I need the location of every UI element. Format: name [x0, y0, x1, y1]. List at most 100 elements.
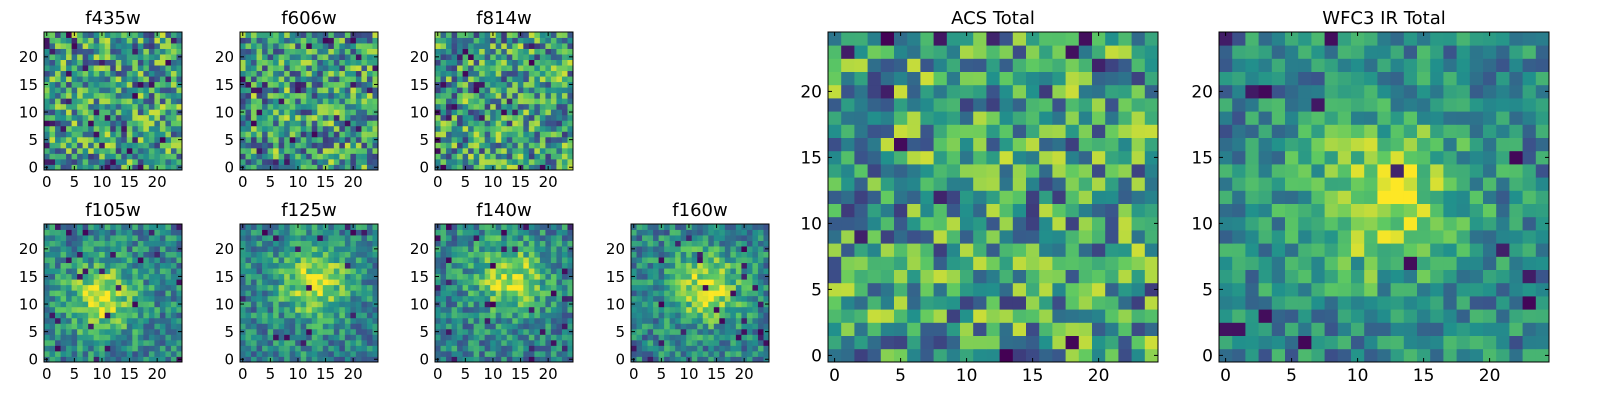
heatmap-cell [284, 76, 291, 83]
heatmap-cell [284, 109, 291, 116]
heatmap-cell [730, 328, 737, 335]
heatmap-cell [355, 109, 362, 116]
heatmap-cell [71, 279, 78, 286]
heatmap-cell [99, 37, 106, 44]
heatmap-cell [115, 334, 122, 341]
heatmap-cell [1039, 335, 1053, 350]
heatmap-cell [333, 37, 340, 44]
heatmap-cell [647, 312, 654, 319]
heatmap-cell [165, 43, 172, 49]
heatmap-cell [933, 256, 948, 270]
heatmap-cell [719, 345, 726, 352]
x-tick-label: 10 [92, 365, 111, 383]
heatmap-cell [372, 350, 379, 357]
heatmap-cell [176, 284, 183, 291]
heatmap-cell [240, 257, 246, 264]
heatmap-cell [867, 243, 882, 257]
heatmap-cell [757, 350, 764, 357]
heatmap-cell [143, 257, 150, 264]
heatmap-cell [278, 65, 285, 72]
heatmap-cell [267, 37, 274, 44]
heatmap-cell [828, 269, 842, 284]
heatmap-cell [317, 136, 324, 143]
heatmap-cell [735, 356, 742, 363]
heatmap-cell [295, 103, 302, 110]
heatmap-cell [746, 301, 753, 308]
heatmap-cell [322, 301, 329, 308]
heatmap-cell [300, 142, 307, 149]
heatmap-cell [880, 282, 895, 297]
heatmap-cell [121, 279, 128, 286]
heatmap-cell [99, 262, 106, 269]
heatmap-cell [1118, 203, 1132, 218]
heatmap-cell [311, 125, 318, 132]
heatmap-cell [328, 125, 335, 132]
heatmap-cell [82, 273, 89, 280]
heatmap-cell [495, 290, 502, 297]
heatmap-cell [446, 284, 452, 291]
heatmap-cell [311, 224, 318, 230]
heatmap-cell [339, 317, 346, 324]
heatmap-cell [686, 229, 693, 236]
heatmap-cell [757, 273, 764, 280]
heatmap-cell [333, 328, 340, 335]
heatmap-cell [49, 147, 56, 154]
heatmap-cell [697, 356, 704, 363]
heatmap-cell [245, 98, 252, 105]
heatmap-cell [99, 136, 106, 143]
heatmap-cell [49, 131, 56, 138]
heatmap-cell [1065, 243, 1080, 257]
heatmap-cell [159, 350, 166, 357]
heatmap-cell [501, 306, 508, 313]
heatmap-cell [708, 262, 715, 269]
heatmap-cell [473, 279, 480, 286]
heatmap-cell [550, 120, 557, 127]
heatmap-cell [512, 37, 519, 44]
heatmap-cell [746, 273, 753, 280]
heatmap-cell [669, 356, 676, 363]
heatmap-cell [262, 43, 268, 49]
heatmap-cell [1012, 216, 1027, 231]
heatmap-cell [517, 147, 524, 154]
heatmap-cell [273, 32, 280, 38]
heatmap-cell [539, 92, 546, 99]
heatmap-cell [506, 279, 513, 286]
heatmap-cell [545, 328, 552, 335]
heatmap-cell [517, 284, 524, 291]
heatmap-cell [339, 70, 346, 77]
heatmap-cell [372, 306, 379, 313]
heatmap-cell [473, 246, 480, 252]
heatmap-cell [495, 158, 502, 165]
heatmap-cell [746, 323, 753, 330]
heatmap-cell [545, 273, 552, 280]
heatmap-cell [567, 59, 574, 66]
heatmap-cell [132, 65, 139, 72]
heatmap-cell [328, 153, 335, 160]
heatmap-cell [686, 350, 693, 357]
heatmap-cell [828, 203, 842, 218]
heatmap-cell [708, 356, 715, 363]
heatmap-cell [55, 48, 61, 55]
heatmap-cell [273, 317, 280, 324]
heatmap-cell [159, 158, 166, 165]
heatmap-cell [1105, 216, 1119, 231]
heatmap-cell [506, 290, 513, 297]
heatmap-cell [245, 350, 252, 357]
heatmap-cell [680, 273, 687, 280]
heatmap-cell [44, 317, 50, 324]
heatmap-cell [93, 43, 100, 49]
heatmap-cell [946, 243, 961, 257]
heatmap-cell [262, 295, 268, 302]
heatmap-cell [355, 103, 362, 110]
heatmap-cell [132, 290, 139, 297]
heatmap-cell [539, 76, 546, 83]
heatmap-cell [708, 251, 715, 258]
heatmap-cell [115, 120, 122, 127]
heatmap-cell [468, 240, 475, 247]
heatmap-cell [306, 70, 313, 77]
heatmap-cell [273, 295, 280, 302]
heatmap-cell [664, 334, 671, 341]
heatmap-cell [854, 190, 868, 204]
heatmap-cell [60, 323, 67, 330]
heatmap-cell [735, 273, 742, 280]
